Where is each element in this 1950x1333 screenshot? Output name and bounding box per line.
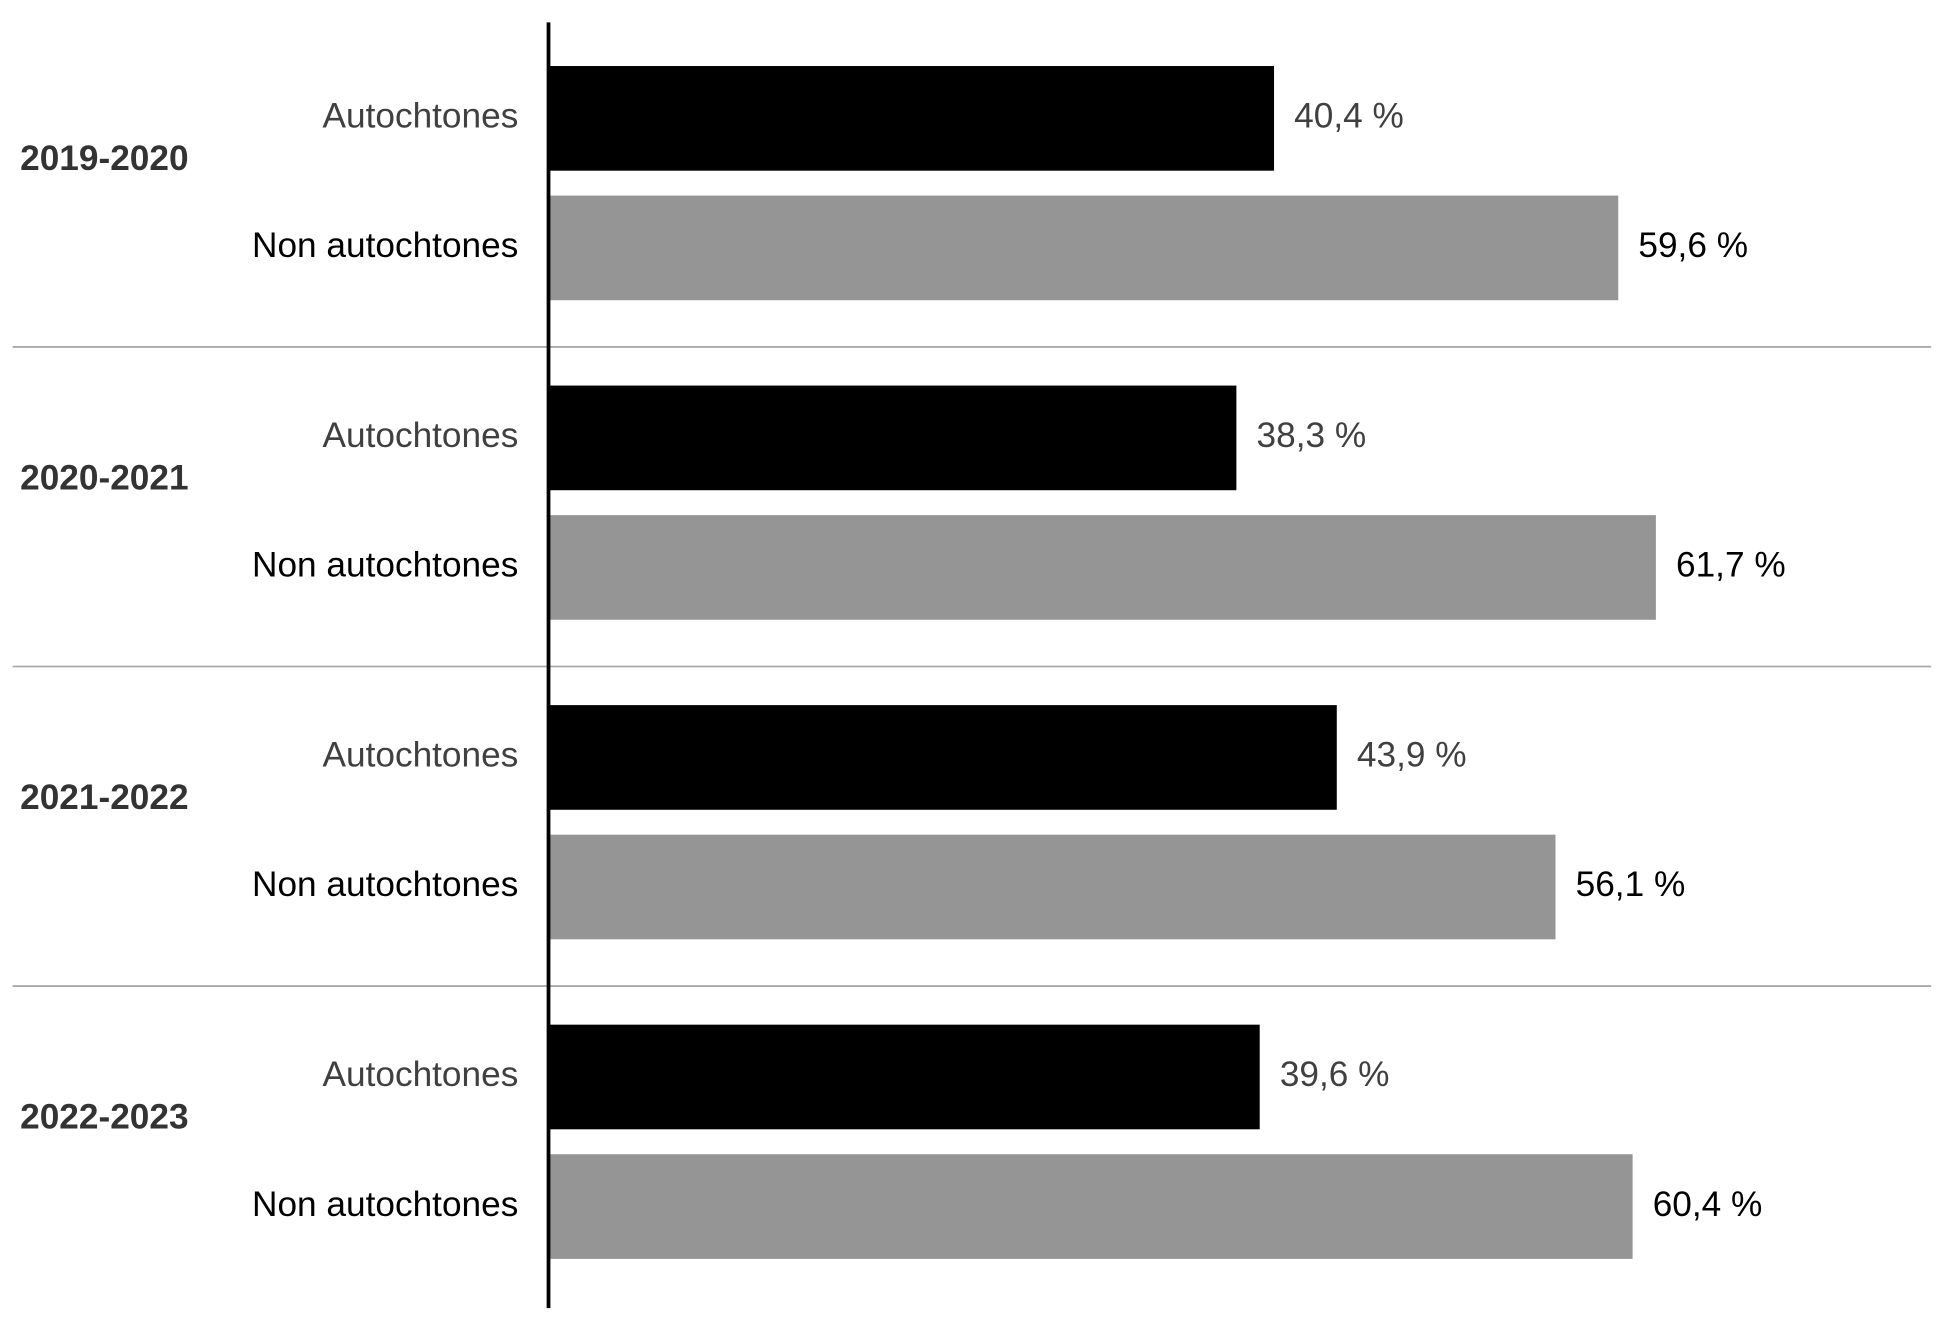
group-label: 2019-2020 bbox=[20, 139, 188, 178]
value-label: 38,3 % bbox=[1257, 416, 1367, 455]
bar-label: Non autochtones bbox=[252, 226, 518, 265]
bar bbox=[549, 385, 1237, 491]
bar bbox=[549, 195, 1619, 301]
value-label: 60,4 % bbox=[1653, 1185, 1763, 1224]
value-label: 61,7 % bbox=[1676, 546, 1786, 585]
value-label: 40,4 % bbox=[1294, 97, 1404, 136]
bar-label: Autochtones bbox=[323, 1055, 519, 1094]
bar bbox=[549, 1154, 1633, 1259]
bar-label: Non autochtones bbox=[252, 1185, 518, 1224]
value-label: 39,6 % bbox=[1280, 1055, 1390, 1094]
bar-label: Autochtones bbox=[323, 416, 519, 455]
group-label: 2021-2022 bbox=[20, 778, 188, 817]
bar-label: Autochtones bbox=[323, 97, 519, 136]
bar bbox=[549, 705, 1337, 810]
bar bbox=[549, 1024, 1260, 1130]
bar bbox=[549, 834, 1556, 940]
bar-label: Non autochtones bbox=[252, 865, 518, 904]
group-label: 2022-2023 bbox=[20, 1098, 188, 1137]
value-label: 56,1 % bbox=[1576, 865, 1686, 904]
value-label: 59,6 % bbox=[1638, 226, 1748, 265]
group-label: 2020-2021 bbox=[20, 459, 188, 498]
value-label: 43,9 % bbox=[1357, 736, 1467, 775]
bar bbox=[549, 66, 1275, 171]
bar bbox=[549, 515, 1656, 620]
bar-label: Autochtones bbox=[323, 736, 519, 775]
bar-label: Non autochtones bbox=[252, 546, 518, 585]
